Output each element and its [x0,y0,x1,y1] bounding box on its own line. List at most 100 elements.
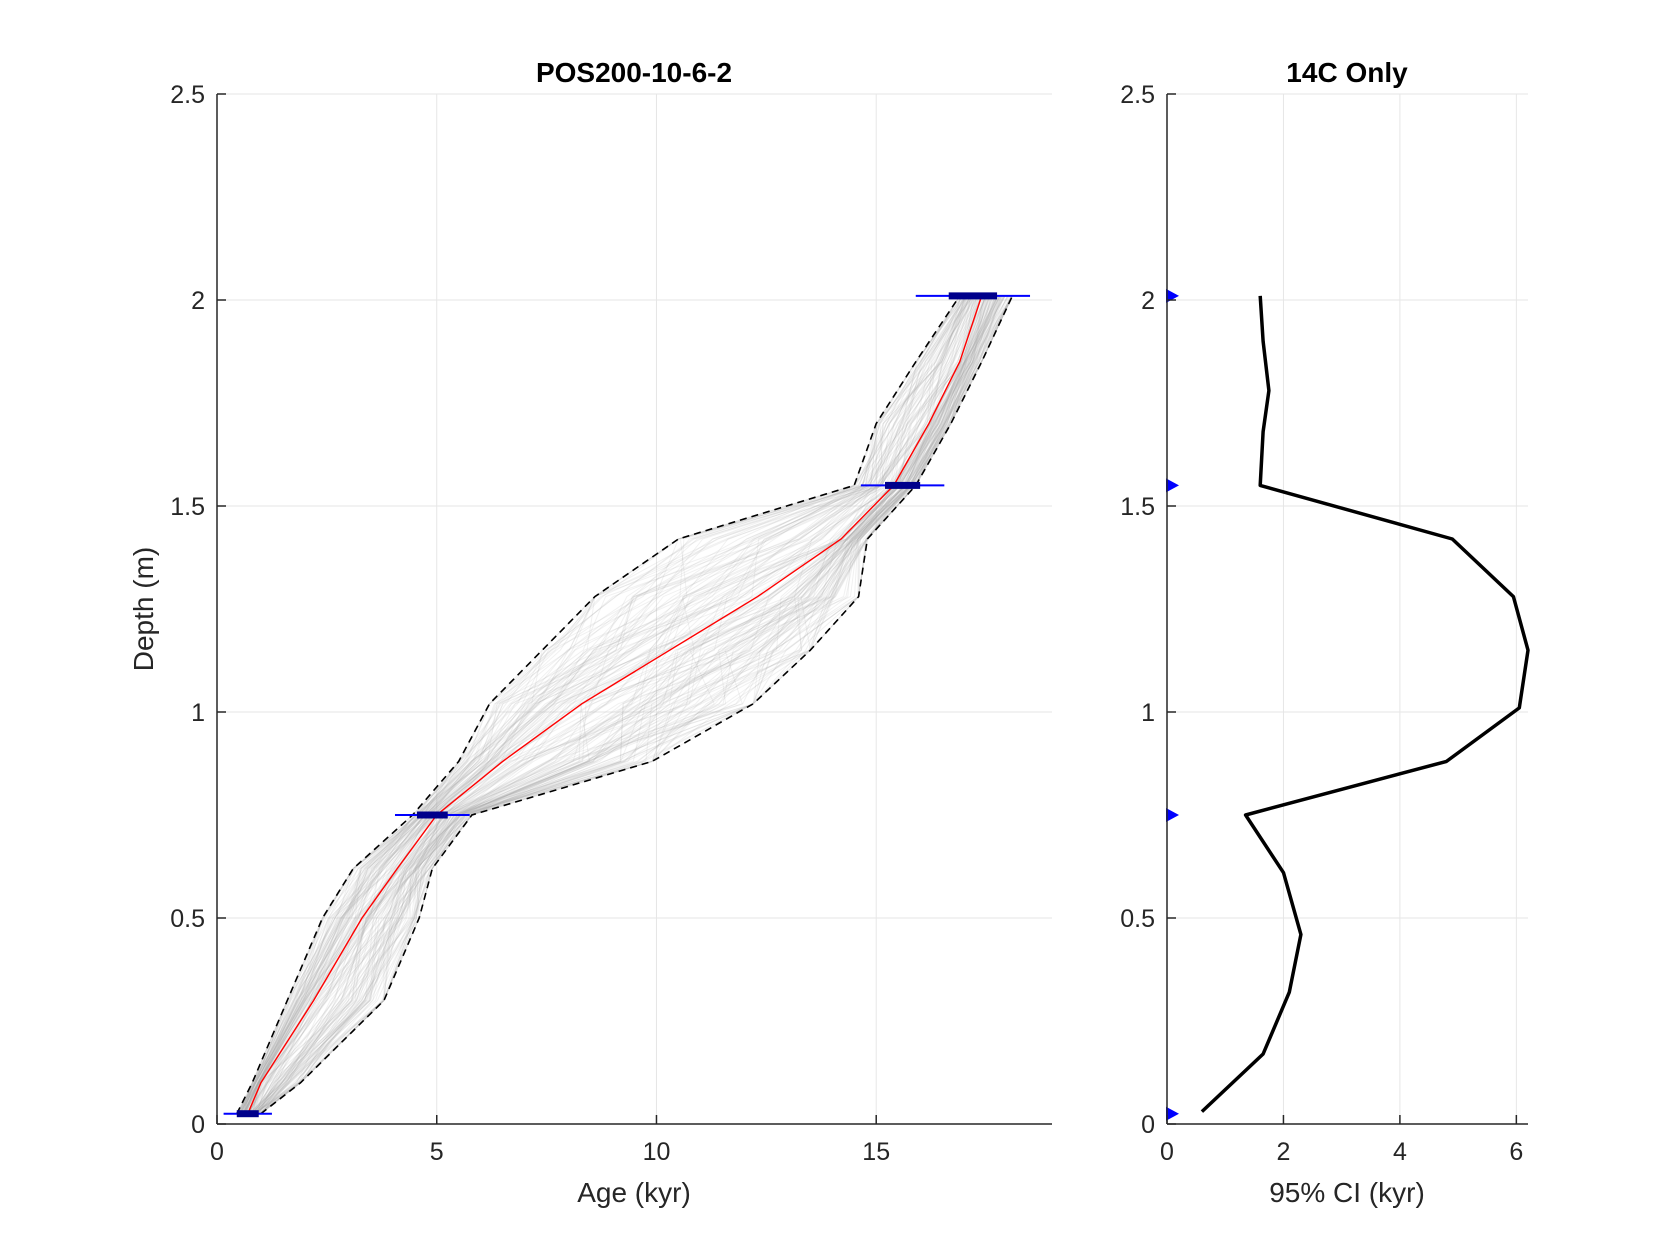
ensemble-realization [248,295,976,1114]
ensemble-realization [257,295,1003,1115]
ensemble-realization [253,295,1000,1115]
ensemble-realization [236,295,963,1114]
ensemble-realization [254,295,997,1114]
ensemble-realization [247,295,971,1114]
ensemble-realization [250,295,1003,1114]
ci-width-y-tick-label-5: 2.5 [1120,81,1155,109]
date-error-bar-inner-0 [236,1110,259,1118]
ensemble-realization [243,295,970,1114]
ensemble-realization [260,295,998,1115]
ensemble-realization [252,295,1005,1115]
date-error-bar-inner-1 [416,811,448,819]
ensemble-realization [254,295,1005,1115]
age-depth-x-tick-label-2: 10 [643,1138,671,1166]
age-depth-plot-area [217,94,1052,1124]
age-depth-y-tick-label-5: 2.5 [170,81,205,109]
ensemble-realization [240,295,964,1114]
ensemble-realization [256,295,1001,1114]
ensemble-realization [260,295,1012,1115]
ensemble-realization [248,295,987,1114]
age-depth-series [236,295,1014,1115]
ensemble-realization [255,295,1006,1115]
ci-width-title: 14C Only [1286,57,1408,88]
ci-width-plot-area [1167,94,1528,1124]
ensemble-realization [237,295,961,1114]
ensemble-realization [248,295,982,1114]
ensemble-realization [256,295,999,1114]
ensemble-realization [254,295,1002,1115]
ensemble-realization [238,295,961,1114]
ensemble-realization [254,295,1013,1115]
ensemble-realization [260,295,1013,1115]
ensemble-realization [239,295,964,1114]
ensemble-realization [239,295,974,1114]
ensemble-realization [243,295,969,1114]
ci-width-panel: 0 2 4 6 0 0.5 1 1.5 2 2.5 14C Only 95% CI (kyr) [1120,57,1530,1208]
ensemble-realization [260,295,1013,1115]
ensemble-realization [256,295,1003,1115]
ensemble-realization [249,295,994,1114]
ensemble-realization [240,295,962,1114]
ensemble-realization [258,295,1010,1114]
ensemble-realization [242,295,982,1114]
ensemble-realization [260,295,1013,1115]
age-depth-ensemble [236,295,1013,1115]
ensemble-realization [243,295,975,1114]
ensemble-realization [252,295,986,1115]
ensemble-realization [241,295,964,1114]
ensemble-realization [237,295,968,1114]
ensemble-realization [260,295,1013,1115]
age-depth-x-tick-label-0: 0 [210,1138,224,1166]
ensemble-realization [260,295,1006,1115]
ensemble-realization [239,295,973,1114]
ensemble-realization [237,295,968,1114]
ensemble-realization [238,295,961,1114]
ensemble-realization [250,295,985,1114]
ensemble-realization [254,295,1013,1115]
ensemble-realization [239,295,971,1114]
age-depth-y-tick-label-1: 0.5 [170,905,205,933]
ensemble-realization [257,295,1006,1114]
age-depth-ticks: 0 5 10 15 0 0.5 1 1.5 2 2.5 [170,81,890,1166]
ensemble-realization [240,295,965,1114]
ensemble-realization [240,295,961,1114]
ensemble-realization [243,295,974,1114]
ensemble-realization [257,295,1013,1115]
ensemble-realization [259,295,1013,1115]
ci-width-y-tick-label-3: 1.5 [1120,493,1155,521]
ensemble-realization [242,295,979,1114]
ensemble-realization [251,295,998,1115]
ensemble-realization [244,295,980,1114]
ensemble-realization [246,295,976,1114]
ensemble-realization [257,295,1013,1115]
age-depth-x-axis-label: Age (kyr) [577,1177,691,1208]
ensemble-realization [255,295,997,1115]
ensemble-realization [243,295,972,1114]
ensemble-realization [238,295,967,1114]
ensemble-realization [255,295,1010,1115]
ensemble-realization [247,295,992,1115]
ci-width-y-tick-label-0: 0 [1141,1111,1155,1139]
ensemble-realization [244,295,978,1114]
ensemble-realization [238,295,967,1114]
ensemble-realization [244,295,986,1114]
age-depth-y-tick-label-0: 0 [191,1111,205,1139]
ensemble-realization [259,295,1000,1114]
ensemble-realization [242,295,971,1114]
ensemble-realization [255,295,1004,1114]
ci-width-x-tick-label-2: 4 [1393,1138,1407,1166]
ensemble-realization [236,295,969,1114]
ensemble-realization [258,295,1000,1114]
ci-width-y-tick-label-2: 1 [1141,699,1155,727]
ensemble-realization [251,295,1002,1115]
ensemble-realization [242,295,979,1114]
ci-width-series [1200,295,1530,1113]
ensemble-realization [257,295,992,1115]
ci-width-ticks: 0 2 4 6 0 0.5 1 1.5 2 2.5 [1120,81,1523,1166]
ensemble-realization [254,295,1002,1115]
age-depth-y-tick-label-4: 2 [191,287,205,315]
age-depth-y-axis-label: Depth (m) [128,547,159,671]
ensemble-realization [253,295,1001,1115]
ensemble-realization [248,295,982,1114]
